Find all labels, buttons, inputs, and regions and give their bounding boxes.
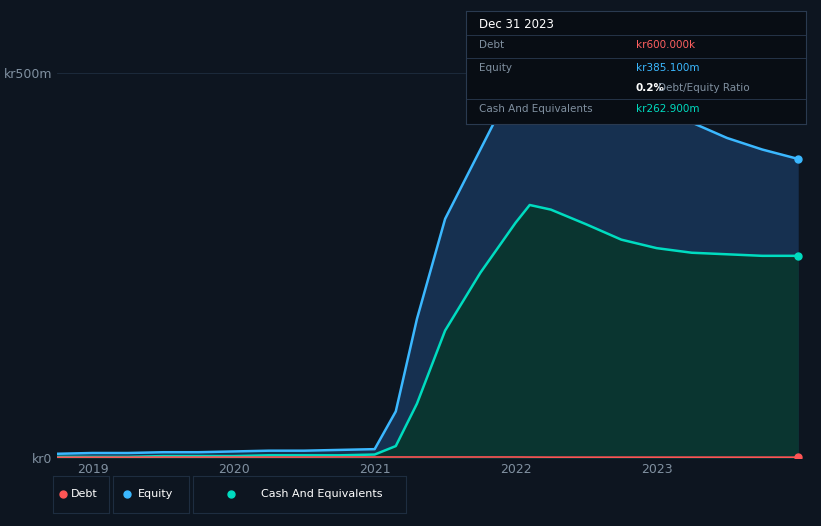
Text: Cash And Equivalents: Cash And Equivalents [261,489,383,500]
Text: Debt: Debt [71,489,98,500]
Text: 0.2%: 0.2% [635,83,665,93]
Text: Cash And Equivalents: Cash And Equivalents [479,104,593,114]
Text: Debt: Debt [479,40,504,50]
Text: Debt/Equity Ratio: Debt/Equity Ratio [658,83,750,93]
Text: kr262.900m: kr262.900m [635,104,699,114]
Text: Dec 31 2023: Dec 31 2023 [479,18,554,32]
Text: Equity: Equity [479,63,512,73]
Text: kr385.100m: kr385.100m [635,63,699,73]
Text: kr600.000k: kr600.000k [635,40,695,50]
Text: Equity: Equity [137,489,173,500]
